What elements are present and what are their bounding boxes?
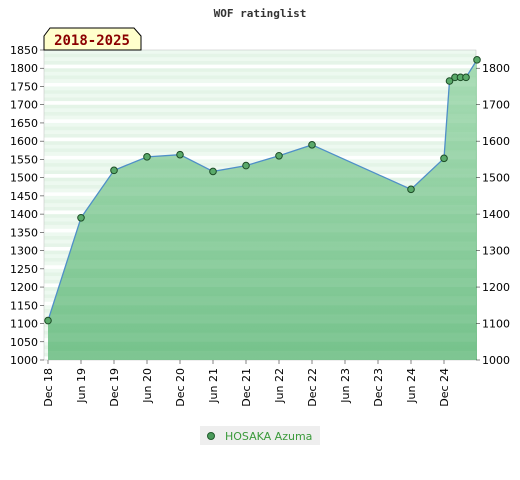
- x-tick-label: Dec 20: [174, 368, 187, 407]
- y-left-tick-label: 1600: [10, 135, 38, 148]
- y-left-tick-label: 1750: [10, 80, 38, 93]
- x-tick-label: Jun 23: [339, 368, 352, 404]
- y-left-tick-label: 1400: [10, 208, 38, 221]
- data-point: [407, 185, 415, 194]
- x-tick-label: Dec 23: [372, 368, 385, 407]
- x-tick-label: Dec 21: [240, 368, 253, 407]
- y-right-tick-label: 1600: [482, 135, 510, 148]
- period-badge-text: 2018-2025: [54, 33, 130, 49]
- y-axis-left: 1000 1050 1100 1150 1200 1250 1300 1350 1400 1450…: [10, 44, 44, 367]
- y-left-tick-label: 1850: [10, 44, 38, 57]
- x-tick-label: Dec 24: [438, 368, 451, 407]
- y-right-tick-label: 1200: [482, 281, 510, 294]
- y-left-tick-label: 1700: [10, 99, 38, 112]
- y-left-tick-label: 1500: [10, 172, 38, 185]
- y-right-tick-label: 1100: [482, 318, 510, 331]
- y-left-tick-label: 1000: [10, 354, 38, 367]
- x-tick-label: Jun 19: [75, 368, 88, 404]
- y-left-tick-label: 1100: [10, 318, 38, 331]
- chart-title: WOF ratinglist: [214, 7, 307, 20]
- data-point: [44, 316, 52, 325]
- data-point: [308, 141, 316, 149]
- period-badge: 2018-2025: [43, 27, 142, 51]
- y-left-tick-label: 1450: [10, 190, 38, 203]
- data-point: [445, 77, 454, 85]
- y-right-tick-label: 1800: [482, 62, 510, 75]
- y-left-tick-label: 1800: [10, 62, 38, 75]
- x-tick-label: Dec 19: [108, 368, 121, 407]
- legend-entry-label: HOSAKA Azuma: [225, 430, 312, 443]
- y-left-tick-label: 1200: [10, 281, 38, 294]
- data-point: [77, 213, 85, 222]
- y-right-tick-label: 1300: [482, 245, 510, 258]
- legend: HOSAKA Azuma: [200, 426, 320, 445]
- y-left-tick-label: 1150: [10, 299, 38, 312]
- y-right-tick-label: 1500: [482, 172, 510, 185]
- legend-marker: [207, 432, 215, 440]
- data-point: [473, 56, 481, 64]
- y-right-tick-label: 1000: [482, 354, 510, 367]
- x-tick-label: Dec 18: [42, 368, 55, 407]
- data-points: [44, 56, 481, 325]
- area-layer: [44, 59, 478, 361]
- y-axis-right: 1000 1100 1200 1300 1400 1500 1600 1700 1800: [476, 62, 510, 367]
- data-point: [275, 151, 283, 160]
- rating-area: [48, 59, 477, 361]
- x-tick-label: Jun 24: [405, 368, 418, 404]
- y-left-tick-label: 1650: [10, 117, 38, 130]
- data-point: [110, 166, 118, 175]
- data-point: [176, 150, 184, 159]
- data-point: [143, 153, 151, 161]
- y-left-tick-label: 1300: [10, 245, 38, 258]
- data-point: [242, 161, 250, 170]
- x-tick-label: Jun 21: [207, 368, 220, 404]
- data-point: [440, 154, 448, 163]
- y-right-tick-label: 1400: [482, 208, 510, 221]
- data-point: [462, 73, 470, 82]
- x-tick-label: Jun 22: [273, 368, 286, 404]
- y-left-tick-label: 1250: [10, 263, 38, 276]
- x-axis: Dec 18 Jun 19 Dec 19 Jun 20 Dec 20 Jun 21 Dec …: [42, 360, 451, 407]
- y-left-tick-label: 1350: [10, 226, 38, 239]
- y-left-tick-label: 1550: [10, 153, 38, 166]
- y-left-tick-label: 1050: [10, 336, 38, 349]
- data-point: [209, 167, 217, 176]
- x-tick-label: Jun 20: [141, 368, 154, 404]
- y-right-tick-label: 1700: [482, 99, 510, 112]
- x-tick-label: Dec 22: [306, 368, 319, 407]
